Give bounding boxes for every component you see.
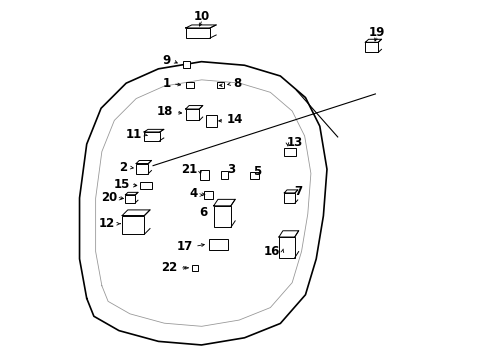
Bar [199, 170, 208, 180]
Bar [122, 216, 144, 234]
Bar [213, 206, 230, 227]
Text: 9: 9 [163, 54, 171, 67]
Text: 1: 1 [163, 77, 171, 90]
Bar [185, 82, 194, 88]
Text: 21: 21 [181, 163, 197, 176]
Bar [278, 237, 294, 258]
Bar [250, 172, 258, 179]
Bar [284, 193, 294, 203]
Bar [183, 61, 190, 68]
Bar [209, 239, 227, 250]
Text: 2: 2 [119, 161, 126, 174]
Bar [140, 182, 152, 189]
Bar [221, 171, 227, 179]
Text: 8: 8 [233, 77, 241, 90]
Text: 13: 13 [286, 136, 303, 149]
Text: 10: 10 [193, 10, 209, 23]
Text: 3: 3 [227, 163, 235, 176]
Text: 19: 19 [368, 27, 385, 40]
Text: 18: 18 [156, 105, 172, 118]
Bar [284, 148, 296, 156]
Text: 14: 14 [226, 113, 243, 126]
Bar [185, 28, 210, 38]
Text: 5: 5 [253, 165, 261, 177]
Bar [216, 82, 223, 88]
Text: 6: 6 [199, 207, 207, 220]
Bar [144, 132, 160, 140]
Text: 16: 16 [263, 245, 279, 258]
Text: 15: 15 [114, 178, 130, 191]
Text: 7: 7 [293, 185, 302, 198]
Text: 22: 22 [161, 261, 177, 274]
Bar [205, 116, 217, 127]
Text: 11: 11 [126, 127, 142, 141]
Bar [125, 195, 135, 203]
Text: 4: 4 [189, 187, 198, 200]
Bar [365, 42, 378, 52]
Text: 20: 20 [101, 191, 117, 204]
Bar [185, 109, 199, 121]
Bar [136, 163, 148, 174]
Text: 12: 12 [98, 217, 115, 230]
Bar [191, 265, 198, 271]
Bar [204, 192, 212, 199]
Text: 17: 17 [176, 240, 192, 253]
